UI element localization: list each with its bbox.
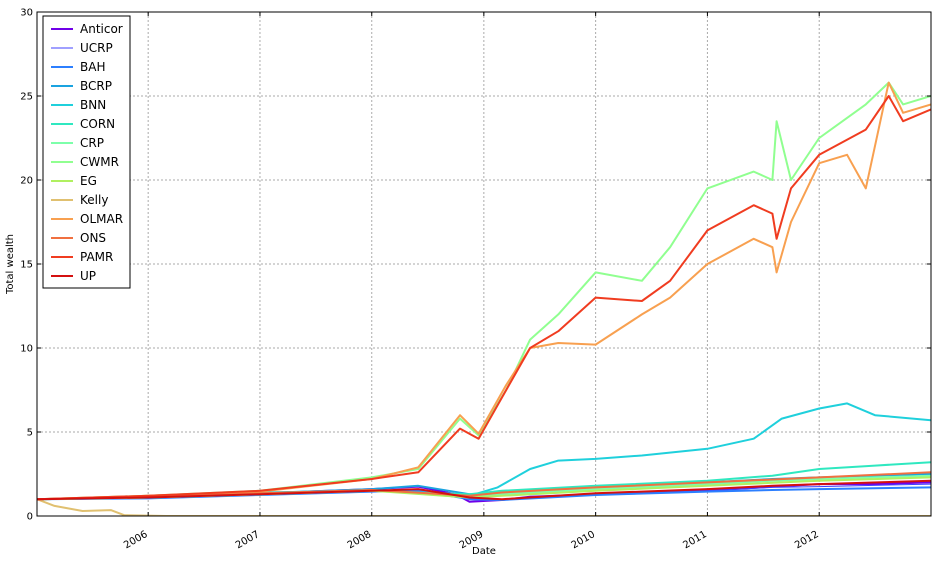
y-tick-label: 5 [27,428,33,439]
y-tick-label: 25 [20,92,33,103]
x-axis: 2006 2007 2008 2009 2010 2011 2012 [122,12,821,551]
grid [37,12,931,516]
y-tick-label: 15 [20,260,33,271]
legend-box [42,15,131,289]
series-line-pamr [37,95,931,501]
legend-label: BNN [80,98,106,112]
y-axis: 0 5 10 15 20 25 30 [20,8,931,523]
y-tick-label: 30 [20,8,33,19]
x-tick-label: 2011 [681,529,709,551]
series-line-kelly [37,498,931,516]
legend: Anticor UCRP BAH BCRP BNN CORN CRP CWMR EG Kelly O… [42,15,131,289]
y-tick-label: 10 [20,344,33,355]
legend-label: PAMR [80,250,113,264]
legend-label: UP [80,269,96,283]
legend-label: Kelly [80,193,108,207]
series-layer [37,81,931,516]
series-line-up [37,479,931,501]
x-tick-label: 2010 [570,529,598,551]
legend-label: CRP [80,136,104,150]
legend-label: UCRP [80,41,113,55]
legend-label: BAH [80,60,105,74]
y-tick-label: 0 [27,512,33,523]
series-line-olmar [37,81,931,501]
legend-label: CWMR [80,155,119,169]
legend-label: Anticor [80,22,123,36]
legend-label: ONS [80,231,106,245]
legend-label: CORN [80,117,115,131]
y-tick-label: 20 [20,176,33,187]
legend-label: OLMAR [80,212,123,226]
y-axis-label: Total wealth [5,234,16,295]
legend-label: EG [80,174,97,188]
series-group [37,81,931,516]
x-tick-label: 2012 [793,529,821,551]
x-tick-label: 2006 [122,529,150,551]
x-tick-label: 2008 [346,529,374,551]
x-axis-label: Date [472,546,496,557]
x-tick-label: 2007 [234,529,262,551]
legend-label: BCRP [80,79,112,93]
